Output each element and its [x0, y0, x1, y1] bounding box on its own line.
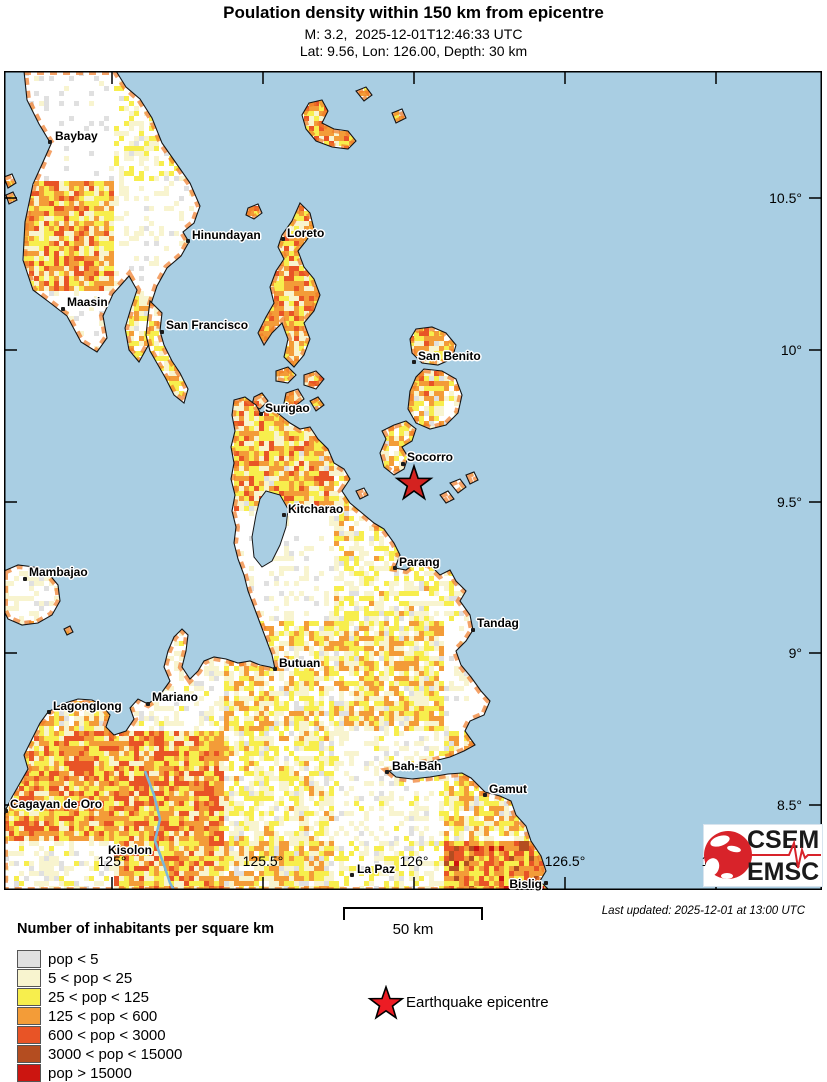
csem-emsc-logo: CSEM EMSC	[704, 826, 821, 886]
legend-label-6: pop > 15000	[48, 1065, 132, 1082]
legend-label-3: 125 < pop < 600	[48, 1008, 158, 1025]
legend-swatch-1	[17, 969, 41, 987]
legend-swatch-6	[17, 1064, 41, 1082]
legend-swatch-5	[17, 1045, 41, 1063]
legend-swatch-0	[17, 950, 41, 968]
scale-bar-label: 50 km	[392, 921, 434, 938]
legend-title: Number of inhabitants per square km	[17, 921, 275, 937]
event-coordinates-depth: Lat: 9.56, Lon: 126.00, Depth: 30 km	[299, 43, 528, 59]
island-limasawa	[302, 100, 356, 149]
legend-label-2: 25 < pop < 125	[48, 989, 149, 1006]
legend-label-1: 5 < pop < 25	[48, 970, 133, 987]
epicentre-star-icon	[367, 985, 405, 1020]
legend-label-0: pop < 5	[48, 951, 99, 968]
scale-bar	[343, 907, 483, 920]
last-updated-text: Last updated: 2025-12-01 at 13:00 UTC	[601, 905, 805, 917]
epicentre-legend-label: Earthquake epicentre	[406, 994, 549, 1011]
logo-text-emsc: EMSC	[747, 858, 819, 886]
event-magnitude-time: M: 3.2, 2025-12-01T12:46:33 UTC	[304, 26, 523, 42]
lake-mainit	[251, 490, 289, 568]
map-canvas	[3, 70, 822, 892]
page-title: Poulation density within 150 km from epi…	[223, 3, 604, 22]
epicentre-star	[394, 463, 434, 501]
seismogram-icon	[748, 839, 821, 869]
legend-swatch-4	[17, 1026, 41, 1044]
logo-text-csem: CSEM	[747, 826, 819, 854]
legend-swatch-3	[17, 1007, 41, 1025]
legend-swatch-2	[17, 988, 41, 1006]
legend-label-4: 600 < pop < 3000	[48, 1027, 166, 1044]
legend-label-5: 3000 < pop < 15000	[48, 1046, 183, 1063]
river	[143, 770, 176, 891]
